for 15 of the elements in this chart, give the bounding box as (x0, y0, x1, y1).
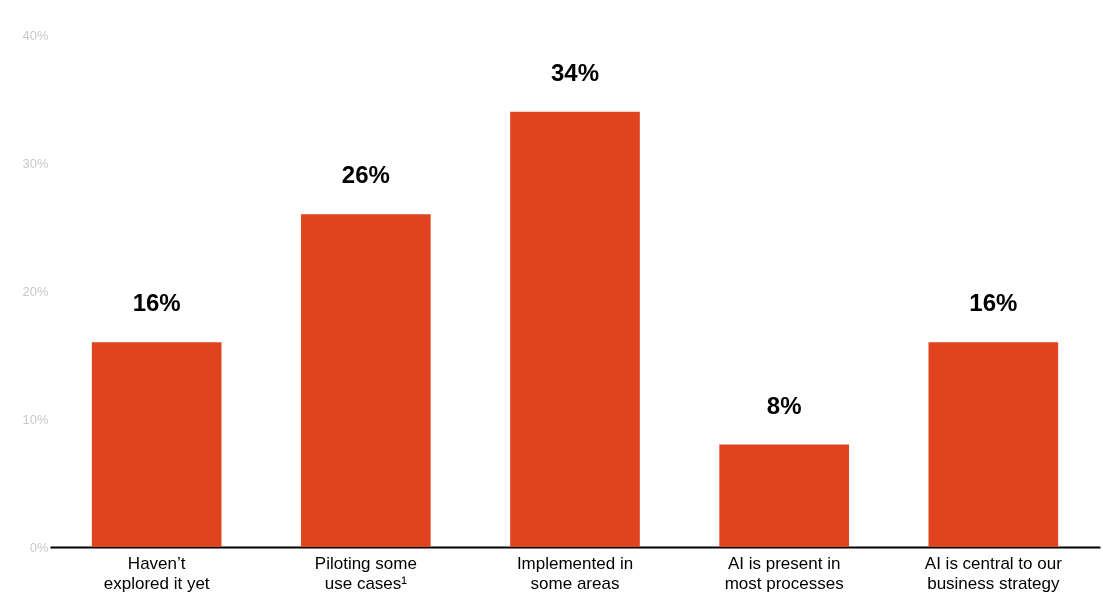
bar (301, 214, 431, 547)
data-label: 26% (341, 161, 390, 189)
data-label: 16% (132, 289, 181, 317)
bar (91, 342, 222, 547)
x-tick-label: AI is present in most processes (724, 553, 844, 593)
x-tick-label: Haven’t explored it yet (103, 553, 210, 593)
bar (719, 444, 849, 547)
data-label: 34% (550, 58, 600, 86)
x-tick-label: Implemented in some areas (516, 553, 634, 593)
bar (510, 111, 640, 547)
x-tick-label: Piloting some use cases¹ (314, 553, 417, 593)
x-tick-label: AI is central to our business strategy (924, 553, 1063, 593)
data-label: 8% (766, 391, 802, 419)
data-label: 16% (969, 289, 1018, 317)
bar (928, 342, 1059, 547)
